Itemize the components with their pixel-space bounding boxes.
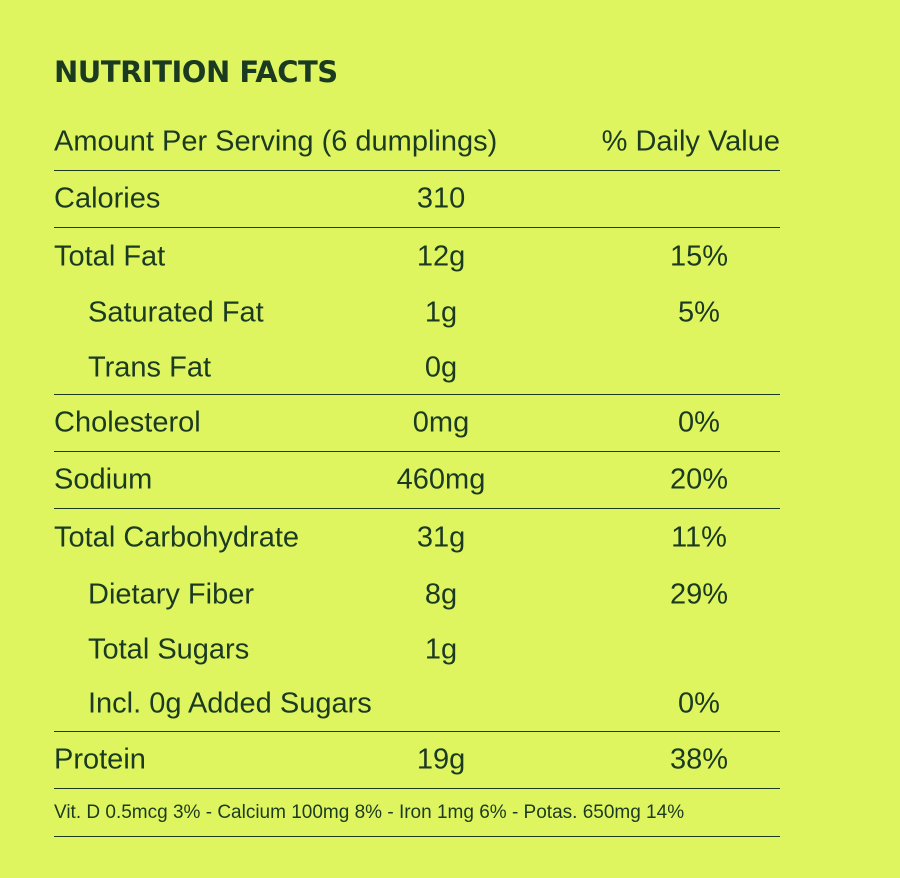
row-total-fat: Total Fat 12g 15%	[54, 240, 729, 272]
daily-value-header: % Daily Value	[601, 125, 780, 157]
row-total-sugars: Total Sugars 1g	[88, 633, 458, 665]
serving-label: Amount Per Serving (6 dumplings)	[54, 125, 498, 157]
nutrient-name: Dietary Fiber	[88, 578, 254, 610]
row-cholesterol: Cholesterol 0mg 0%	[54, 395, 780, 452]
nutrient-name: Total Sugars	[88, 633, 250, 665]
row-total-carbohydrate: Total Carbohydrate 31g 11%	[54, 521, 727, 554]
row-saturated-fat: Saturated Fat 1g 5%	[88, 296, 720, 329]
row-trans-fat: Trans Fat 0g	[54, 341, 780, 395]
nutrient-name: Total Carbohydrate	[54, 521, 300, 554]
row-protein: Protein 19g 38%	[54, 732, 780, 789]
row-calories: Calories 310	[54, 171, 780, 228]
nutrient-name: Protein	[54, 743, 146, 776]
nutrient-name: Cholesterol	[54, 406, 201, 439]
vitamins-minerals-footer: Vit. D 0.5mcg 3% - Calcium 100mg 8% - Ir…	[54, 789, 780, 837]
nutrient-name: Sodium	[54, 463, 153, 496]
table-header: Amount Per Serving (6 dumplings) % Daily…	[54, 113, 780, 171]
nutrient-name: Saturated Fat	[88, 296, 264, 329]
nutrient-name: Total Fat	[54, 240, 166, 272]
row-sodium: Sodium 460mg 20%	[54, 452, 780, 509]
nutrient-name: Trans Fat	[88, 351, 212, 383]
row-dietary-fiber: Dietary Fiber 8g 29%	[88, 578, 729, 610]
nutrition-table: Amount Per Serving (6 dumplings) % Daily…	[54, 113, 780, 837]
nutrient-name: Calories	[54, 182, 161, 215]
nutrition-title: NUTRITION FACTS	[54, 55, 338, 89]
nutrient-name: Incl. 0g Added Sugars	[88, 687, 372, 720]
row-added-sugars: Incl. 0g Added Sugars 0%	[54, 677, 780, 732]
